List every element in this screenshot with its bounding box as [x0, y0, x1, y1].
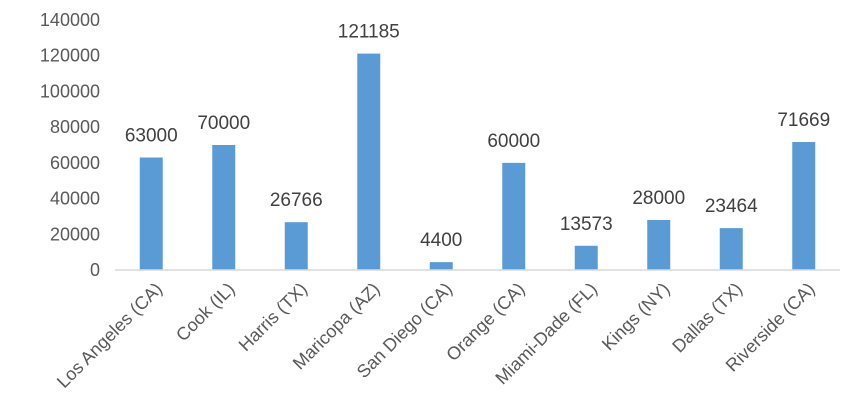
data-label: 70000 [197, 113, 250, 134]
y-tick-label: 40000 [50, 189, 100, 209]
y-tick-label: 80000 [50, 117, 100, 137]
category-label: Cook (IL) [172, 279, 238, 345]
category-label: Los Angeles (CA) [53, 279, 166, 392]
y-tick-label: 100000 [40, 81, 100, 101]
y-tick-label: 20000 [50, 224, 100, 244]
category-labels: Los Angeles (CA) Cook (IL)Harris (TX)Mari… [53, 279, 819, 392]
bar [212, 145, 236, 270]
data-label: 63000 [125, 126, 178, 147]
bar [284, 222, 308, 270]
bar [792, 142, 816, 270]
data-label: 121185 [338, 22, 400, 43]
category-label: Dallas (TX) [668, 279, 746, 357]
data-label: 23464 [705, 196, 758, 217]
y-axis: 0 20000 40000 60000 80000 100000 120000 140000 [40, 10, 100, 280]
data-label: 28000 [632, 188, 685, 209]
bar [647, 220, 671, 270]
data-label: 71669 [777, 110, 830, 131]
category-label: Harris (TX) [235, 279, 311, 355]
data-label: 13573 [560, 214, 613, 235]
y-tick-label: 120000 [40, 46, 100, 66]
bar [719, 228, 743, 270]
bars [139, 53, 816, 271]
data-label: 60000 [487, 131, 540, 152]
data-label: 4400 [420, 230, 462, 251]
category-label: Kings (NY) [598, 279, 674, 355]
bar [357, 53, 381, 271]
y-tick-label: 60000 [50, 153, 100, 173]
y-tick-label: 140000 [40, 10, 100, 30]
y-tick-label: 0 [90, 260, 100, 280]
bar [139, 157, 163, 270]
bar [429, 262, 453, 270]
data-labels: 63000 70000 26766 121185 4400 60000 13573 28000… [125, 22, 830, 252]
data-label: 26766 [270, 190, 323, 211]
bar [502, 162, 526, 270]
bar [574, 245, 598, 270]
